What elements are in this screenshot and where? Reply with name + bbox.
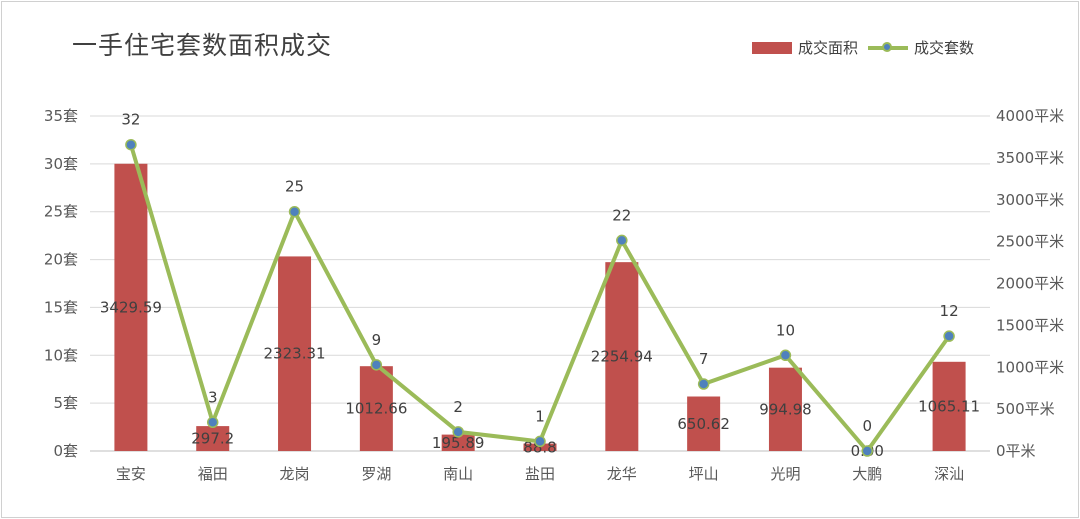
legend-item-bar: 成交面积 (752, 37, 858, 58)
y-left-tick-label: 25套 (44, 203, 78, 221)
bar-data-label: 3429.59 (100, 298, 162, 316)
y-left-tick-label: 15套 (44, 298, 78, 316)
x-tick-label: 福田 (198, 465, 228, 483)
line-point (943, 330, 955, 342)
y-left-tick-label: 30套 (44, 155, 78, 173)
bar-data-label: 994.98 (759, 400, 812, 418)
bar-data-label: 1065.11 (918, 397, 980, 415)
y-right-tick-label: 3500平米 (996, 149, 1064, 167)
line-data-label: 22 (612, 206, 631, 224)
line-point (125, 138, 137, 151)
bar-data-label: 650.62 (677, 415, 730, 433)
line-series (128, 144, 951, 453)
y-left-tick-label: 5套 (53, 394, 78, 412)
legend-line-marker (882, 41, 893, 52)
line-data-label: 3 (208, 388, 218, 406)
x-tick-label: 深汕 (934, 465, 964, 483)
y-right-tick-label: 4000平米 (996, 107, 1064, 125)
legend-line-swatch (868, 41, 909, 55)
line-data-label: 0 (862, 417, 872, 435)
legend-label-bar: 成交面积 (798, 39, 859, 57)
y-right-tick-label: 1000平米 (996, 358, 1064, 376)
bar (114, 163, 148, 451)
line-data-label: 25 (285, 178, 304, 196)
bar (359, 366, 393, 451)
bar (278, 256, 312, 451)
x-tick-label: 龙岗 (280, 465, 310, 483)
bar-data-label: 195.89 (432, 434, 485, 452)
y-left-tick-label: 0套 (53, 442, 78, 460)
bar-data-label: 88.8 (523, 438, 556, 456)
line-data-label: 9 (372, 331, 382, 349)
legend-item-line: 成交套数 (868, 37, 974, 58)
line-point (206, 416, 219, 429)
bar-data-label: 1012.66 (345, 400, 407, 418)
x-tick-label: 罗湖 (361, 465, 391, 483)
line-data-label: 7 (699, 350, 709, 368)
y-left-tick-label: 10套 (44, 346, 78, 364)
legend-label-line: 成交套数 (914, 39, 975, 57)
x-tick-label: 龙华 (607, 465, 637, 483)
line-point (534, 435, 546, 448)
legend-bar-swatch (752, 41, 792, 54)
y-left-tick-label: 35套 (44, 107, 78, 125)
bar (768, 367, 802, 451)
x-tick-label: 盐田 (525, 465, 555, 483)
bar-data-label: 297.2 (191, 430, 234, 448)
x-tick-label: 光明 (770, 465, 800, 483)
y-right-tick-label: 2500平米 (996, 233, 1064, 251)
line-point (697, 378, 710, 390)
bar (932, 361, 966, 451)
line-data-label: 2 (453, 398, 463, 416)
line-data-label: 1 (535, 407, 545, 425)
x-tick-label: 大鹏 (852, 465, 882, 483)
chart-title: 一手住宅套数面积成交 (72, 31, 333, 60)
line-point (616, 234, 628, 247)
line-data-label: 12 (940, 302, 959, 320)
bar (196, 426, 230, 451)
x-tick-label: 宝安 (116, 465, 146, 483)
line-point (288, 205, 301, 218)
y-right-tick-label: 500平米 (996, 400, 1055, 418)
line-data-label: 10 (776, 321, 795, 339)
line-point (370, 359, 383, 371)
bar (441, 434, 475, 451)
x-tick-label: 坪山 (689, 465, 719, 483)
line-point (779, 349, 792, 362)
x-tick-label: 南山 (443, 465, 473, 483)
bar (687, 396, 721, 451)
y-right-tick-label: 2000平米 (996, 275, 1064, 293)
bar (605, 262, 639, 451)
bar-data-label: 2254.94 (591, 348, 653, 366)
legend: 成交面积 成交套数 (752, 37, 984, 58)
bar (523, 443, 557, 451)
line-point (452, 426, 464, 438)
y-right-tick-label: 0平米 (996, 442, 1036, 460)
bar-data-label: 2323.31 (264, 345, 326, 363)
line-data-label: 32 (121, 111, 140, 129)
y-left-tick-label: 20套 (44, 251, 78, 269)
line-point (861, 445, 874, 457)
y-right-tick-label: 1500平米 (996, 316, 1064, 334)
y-right-tick-label: 3000平米 (996, 191, 1064, 209)
